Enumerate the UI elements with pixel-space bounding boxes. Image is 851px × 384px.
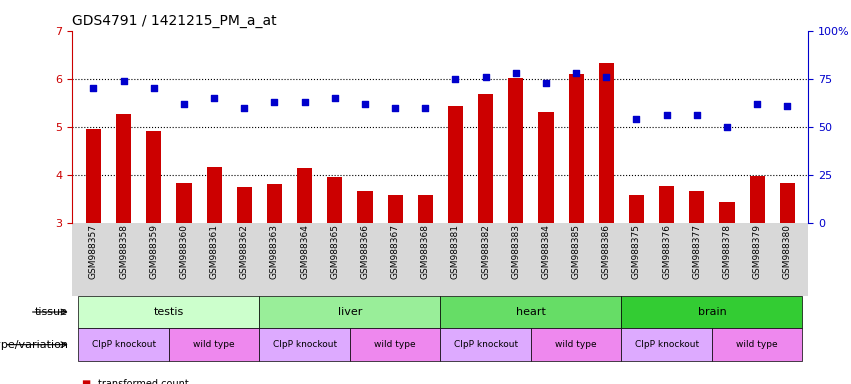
Text: GDS4791 / 1421215_PM_a_at: GDS4791 / 1421215_PM_a_at bbox=[72, 14, 277, 28]
Text: ■: ■ bbox=[81, 379, 90, 384]
Bar bbox=[176, 184, 191, 223]
Bar bbox=[539, 113, 553, 223]
Bar bbox=[86, 129, 101, 223]
Text: ClpP knockout: ClpP knockout bbox=[92, 340, 156, 349]
Bar bbox=[418, 195, 433, 223]
Point bbox=[358, 101, 372, 107]
Point bbox=[751, 101, 764, 107]
Point bbox=[720, 124, 734, 130]
Bar bbox=[146, 131, 162, 223]
Bar bbox=[448, 106, 463, 223]
Point bbox=[540, 79, 553, 86]
Bar bbox=[237, 187, 252, 223]
Point bbox=[569, 70, 583, 76]
Point bbox=[87, 85, 100, 91]
Point bbox=[630, 116, 643, 122]
Point bbox=[208, 95, 221, 101]
Bar bbox=[478, 94, 494, 223]
Point bbox=[388, 104, 402, 111]
Point bbox=[780, 103, 794, 109]
Text: genotype/variation: genotype/variation bbox=[0, 339, 68, 350]
Text: testis: testis bbox=[154, 307, 184, 317]
Bar bbox=[599, 63, 614, 223]
Bar bbox=[689, 190, 705, 223]
Point bbox=[509, 70, 523, 76]
Text: brain: brain bbox=[698, 307, 726, 317]
Text: tissue: tissue bbox=[35, 307, 68, 317]
Point bbox=[237, 104, 251, 111]
Text: wild type: wild type bbox=[193, 340, 235, 349]
Text: transformed count: transformed count bbox=[98, 379, 189, 384]
Bar bbox=[780, 184, 795, 223]
Bar bbox=[328, 177, 342, 223]
Bar bbox=[267, 184, 282, 223]
Text: ClpP knockout: ClpP knockout bbox=[272, 340, 337, 349]
Point bbox=[448, 76, 462, 82]
Point bbox=[177, 101, 191, 107]
Bar bbox=[116, 114, 131, 223]
Point bbox=[298, 99, 311, 105]
Bar bbox=[357, 190, 373, 223]
Bar bbox=[660, 186, 674, 223]
Point bbox=[147, 85, 161, 91]
Text: wild type: wild type bbox=[374, 340, 416, 349]
Bar bbox=[629, 195, 644, 223]
Point bbox=[690, 112, 704, 118]
Text: ClpP knockout: ClpP knockout bbox=[454, 340, 517, 349]
Point bbox=[599, 74, 613, 80]
Point bbox=[117, 78, 130, 84]
Point bbox=[268, 99, 282, 105]
Point bbox=[479, 74, 493, 80]
Bar bbox=[297, 167, 312, 223]
Text: wild type: wild type bbox=[556, 340, 597, 349]
Text: heart: heart bbox=[516, 307, 545, 317]
Point bbox=[660, 112, 673, 118]
Bar bbox=[508, 78, 523, 223]
Bar bbox=[387, 195, 403, 223]
Point bbox=[419, 104, 432, 111]
Point bbox=[328, 95, 341, 101]
Text: wild type: wild type bbox=[736, 340, 778, 349]
Bar bbox=[207, 167, 221, 223]
Text: liver: liver bbox=[338, 307, 362, 317]
Bar bbox=[750, 176, 765, 223]
Bar bbox=[719, 202, 734, 223]
Bar bbox=[568, 74, 584, 223]
Text: ClpP knockout: ClpP knockout bbox=[635, 340, 699, 349]
